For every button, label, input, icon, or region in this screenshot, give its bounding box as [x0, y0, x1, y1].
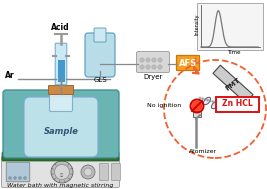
Circle shape: [207, 99, 209, 101]
Text: Ar: Ar: [5, 71, 15, 81]
Text: PMT: PMT: [224, 77, 242, 91]
Text: Acid: Acid: [51, 22, 70, 32]
FancyBboxPatch shape: [112, 163, 120, 180]
FancyBboxPatch shape: [24, 97, 98, 157]
FancyBboxPatch shape: [55, 43, 67, 85]
FancyBboxPatch shape: [85, 33, 115, 77]
Circle shape: [199, 97, 201, 99]
FancyBboxPatch shape: [193, 111, 201, 117]
Text: 调速: 调速: [60, 173, 64, 177]
Circle shape: [54, 164, 69, 180]
FancyBboxPatch shape: [57, 60, 65, 82]
FancyBboxPatch shape: [215, 97, 258, 112]
FancyBboxPatch shape: [6, 162, 30, 182]
FancyArrowPatch shape: [193, 58, 198, 73]
FancyBboxPatch shape: [2, 152, 119, 161]
Circle shape: [152, 58, 156, 62]
FancyBboxPatch shape: [49, 85, 73, 94]
Circle shape: [205, 99, 206, 100]
Circle shape: [24, 177, 26, 179]
Circle shape: [158, 58, 162, 62]
Text: GLS: GLS: [93, 77, 107, 83]
Text: Water bath with magnetic stirring: Water bath with magnetic stirring: [7, 183, 113, 188]
Circle shape: [9, 177, 11, 179]
Circle shape: [191, 101, 202, 112]
Circle shape: [212, 101, 214, 102]
Circle shape: [217, 102, 219, 104]
FancyBboxPatch shape: [49, 88, 73, 112]
Polygon shape: [213, 65, 253, 103]
Circle shape: [140, 65, 144, 69]
FancyBboxPatch shape: [3, 90, 119, 158]
FancyBboxPatch shape: [94, 28, 106, 42]
Circle shape: [84, 168, 92, 176]
FancyBboxPatch shape: [176, 56, 199, 70]
Text: AFS: AFS: [179, 59, 197, 67]
Ellipse shape: [203, 97, 211, 105]
Text: Dryer: Dryer: [143, 74, 163, 80]
Circle shape: [146, 65, 150, 69]
Text: No ignition: No ignition: [147, 104, 181, 108]
Circle shape: [81, 165, 95, 179]
FancyBboxPatch shape: [136, 51, 170, 73]
Circle shape: [215, 101, 216, 103]
Text: Sample: Sample: [44, 126, 78, 136]
Circle shape: [51, 161, 73, 183]
FancyBboxPatch shape: [100, 163, 108, 180]
Circle shape: [14, 177, 16, 179]
Text: Atomizer: Atomizer: [189, 149, 217, 154]
Circle shape: [19, 177, 21, 179]
FancyBboxPatch shape: [197, 2, 262, 50]
Text: Time: Time: [227, 50, 240, 55]
Circle shape: [202, 98, 203, 99]
Circle shape: [158, 65, 162, 69]
Circle shape: [210, 100, 211, 101]
Circle shape: [152, 65, 156, 69]
Circle shape: [146, 58, 150, 62]
FancyBboxPatch shape: [2, 156, 120, 187]
Text: Zn HCL: Zn HCL: [222, 99, 252, 108]
Text: Intensity: Intensity: [194, 13, 199, 35]
Circle shape: [140, 58, 144, 62]
Ellipse shape: [211, 101, 218, 109]
